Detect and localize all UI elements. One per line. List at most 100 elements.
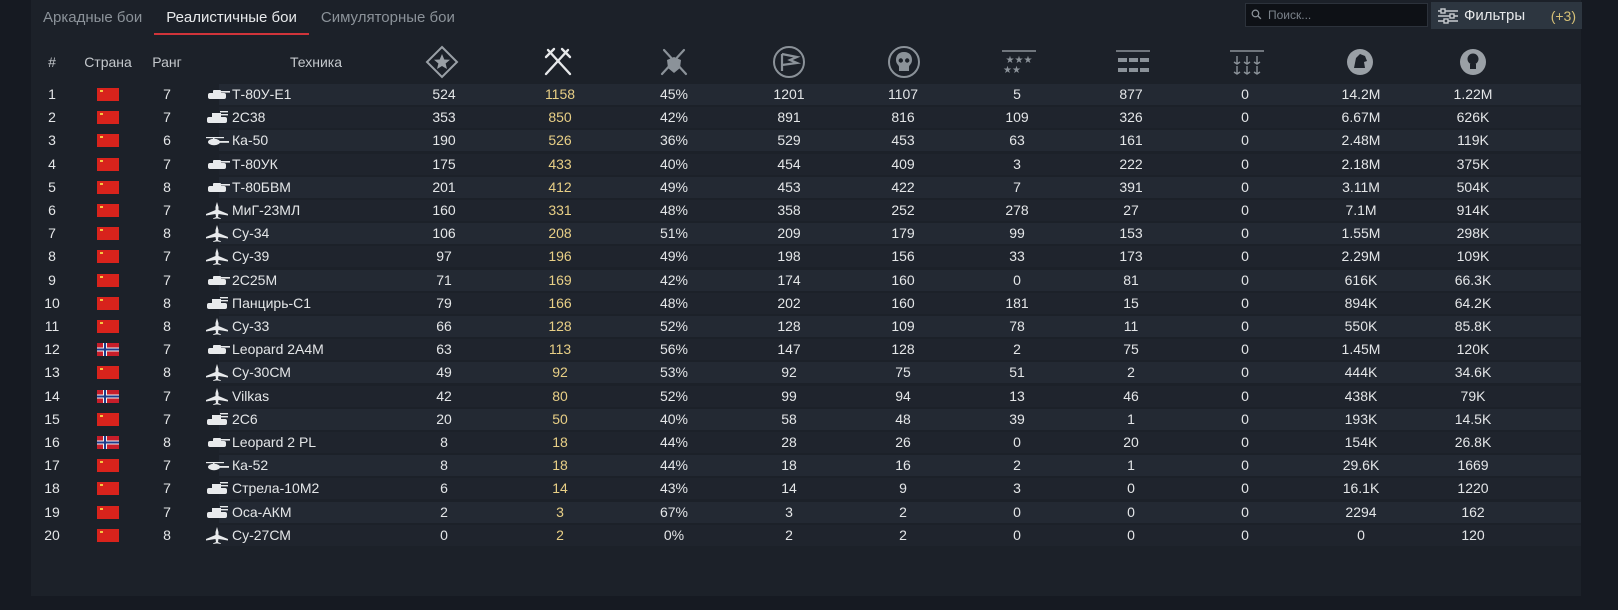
cell-v4: 147 (777, 341, 801, 357)
col-deaths-header[interactable] (886, 38, 922, 86)
tab-realistic[interactable]: Реалистичные бои (154, 4, 309, 35)
ground-kills-icon (1116, 50, 1150, 72)
filters-button[interactable]: Фильтры (+3) (1431, 2, 1582, 29)
cell-winrate: 42% (659, 272, 689, 288)
col-tiers-header[interactable] (424, 38, 460, 86)
cell-v8: 0 (1241, 527, 1249, 543)
cell-num: 20 (44, 527, 60, 543)
col-rank-header[interactable]: Ранг (152, 54, 182, 70)
vehicle-name[interactable]: Ка-52 (232, 457, 269, 473)
col-vehicle-header[interactable]: Техника (289, 54, 342, 70)
table-row[interactable]: Ка-52 17 7 8 18 44% 18 16 2 1 0 29.6K 1669 (31, 454, 1581, 477)
col-naval-kills-header[interactable] (1227, 38, 1267, 86)
col-num-header[interactable]: # (48, 54, 56, 70)
cell-winrate: 43% (659, 480, 689, 496)
cell-v6: 5 (1013, 86, 1021, 102)
col-respawns-header[interactable] (771, 38, 807, 86)
vehicle-name[interactable]: Стрела-10М2 (232, 480, 320, 496)
cell-num: 11 (44, 318, 60, 334)
cell-v9: 1.55M (1341, 225, 1381, 241)
table-row[interactable]: Су-30СМ 13 8 49 92 53% 92 75 51 2 0 444K 34.6K (31, 361, 1581, 384)
cell-rank: 7 (163, 156, 171, 172)
vehicle-name[interactable]: Т-80УК (232, 156, 278, 172)
table-row[interactable]: Т-80БВМ 5 8 201 412 49% 453 422 7 391 0 3.11M 504K (31, 176, 1581, 199)
cell-v10: 1669 (1457, 457, 1489, 473)
vehicle-name[interactable]: Ка-50 (232, 132, 269, 148)
vehicle-name[interactable]: Су-27СМ (232, 527, 291, 543)
cell-v6: 0 (1013, 504, 1021, 520)
col-research-header[interactable] (1455, 38, 1491, 86)
table-row[interactable]: Т-80У-Е1 1 7 524 1158 45% 1201 1107 5 877 0 14.2M 1.… (31, 83, 1581, 106)
table-row[interactable]: Су-33 11 8 66 128 52% 128 109 78 11 0 550K 85.8K (31, 315, 1581, 338)
cell-v5: 26 (895, 434, 911, 450)
vehicle-name[interactable]: 2С38 (232, 109, 266, 125)
cell-num: 7 (48, 225, 56, 241)
vehicle-name[interactable]: Су-34 (232, 225, 270, 241)
vehicle-name[interactable]: 2С6 (232, 411, 258, 427)
jet-icon (206, 364, 228, 381)
col-country-header[interactable]: Страна (84, 54, 132, 70)
table-row[interactable]: 2С25М 9 7 71 169 42% 174 160 0 81 0 616K 66.3K (31, 269, 1581, 292)
country-flag-icon-ussr (97, 227, 119, 240)
vehicle-name[interactable]: Оса-АКМ (232, 504, 292, 520)
vehicle-name[interactable]: Панцирь-С1 (232, 295, 312, 311)
table-row[interactable]: Стрела-10М2 18 7 6 14 43% 14 9 3 0 0 16.1K 1220 (31, 477, 1581, 500)
cell-v8: 0 (1241, 202, 1249, 218)
col-winrate-header[interactable] (656, 38, 692, 86)
table-row[interactable]: МиГ-23МЛ 6 7 160 331 48% 358 252 278 27 0 7.1M 914K (31, 199, 1581, 222)
cell-v7: 326 (1119, 109, 1143, 125)
search-input[interactable] (1264, 8, 1427, 22)
table-row[interactable]: Т-80УК 4 7 175 433 40% 454 409 3 222 0 2.18M 375K (31, 153, 1581, 176)
vehicle-name[interactable]: Leopard 2A4M (232, 341, 324, 357)
table-row[interactable]: Ка-50 3 6 190 526 36% 529 453 63 161 0 2.48M 119K (31, 129, 1581, 152)
cell-v10: 66.3K (1454, 272, 1492, 288)
country-flag-icon-ussr (97, 482, 119, 495)
table-row[interactable]: Vilkas 14 7 42 80 52% 99 94 13 46 0 438K 79K (31, 385, 1581, 408)
vehicle-name[interactable]: Т-80БВМ (232, 179, 291, 195)
country-flag-icon-ussr (97, 366, 119, 379)
col-ground-kills-header[interactable] (1113, 38, 1153, 86)
table-row[interactable]: Су-27СМ 20 8 0 2 0% 2 2 0 0 0 0 120 (31, 524, 1581, 547)
country-flag-icon-nordic (97, 343, 119, 356)
cell-v5: 1107 (887, 86, 919, 102)
table-row[interactable]: Leopard 2A4M 12 7 63 113 56% 147 128 2 75 0 1.45M 12… (31, 338, 1581, 361)
cell-battles: 92 (552, 364, 568, 380)
cell-v1: 8 (440, 434, 448, 450)
cell-v4: 2 (785, 527, 793, 543)
tab-arcade[interactable]: Аркадные бои (43, 9, 143, 26)
cell-v10: 26.8K (1454, 434, 1492, 450)
cell-v6: 51 (1009, 364, 1025, 380)
col-silver-lions-header[interactable] (1342, 38, 1378, 86)
row-background (219, 432, 1581, 453)
vehicle-name[interactable]: Vilkas (232, 388, 270, 404)
table-row[interactable]: Су-34 7 8 106 208 51% 209 179 99 153 0 1.55M 298K (31, 222, 1581, 245)
col-air-kills-header[interactable]: ★★★ ★★ (999, 38, 1039, 86)
vehicle-name[interactable]: Су-30СМ (232, 364, 291, 380)
cell-v7: 46 (1123, 388, 1139, 404)
cell-v6: 39 (1009, 411, 1025, 427)
svg-text:★★: ★★ (1003, 65, 1021, 76)
cell-winrate: 67% (659, 504, 689, 520)
country-flag-icon-ussr (97, 88, 119, 101)
vehicle-name[interactable]: Су-33 (232, 318, 270, 334)
table-row[interactable]: 2С6 15 7 20 50 40% 58 48 39 1 0 193K 14.5K (31, 408, 1581, 431)
cell-winrate: 45% (659, 86, 689, 102)
vehicle-name[interactable]: МиГ-23МЛ (232, 202, 301, 218)
cell-v6: 0 (1013, 434, 1021, 450)
cell-v8: 0 (1241, 364, 1249, 380)
table-row[interactable]: Панцирь-С1 10 8 79 166 48% 202 160 181 15 0 894K 64.… (31, 292, 1581, 315)
tab-simulator[interactable]: Симуляторные бои (320, 9, 455, 26)
cell-v8: 0 (1241, 480, 1249, 496)
vehicle-name[interactable]: 2С25М (232, 272, 278, 288)
cell-v6: 3 (1013, 156, 1021, 172)
table-row[interactable]: Су-39 8 7 97 196 49% 198 156 33 173 0 2.29M 109K (31, 245, 1581, 268)
table-row[interactable]: Оса-АКМ 19 7 2 3 67% 3 2 0 0 0 2294 162 (31, 501, 1581, 524)
vehicle-name[interactable]: Leopard 2 PL (232, 434, 317, 450)
cell-v6: 0 (1013, 527, 1021, 543)
col-battles-header[interactable] (540, 38, 576, 86)
vehicle-name[interactable]: Су-39 (232, 248, 270, 264)
vehicle-name[interactable]: Т-80У-Е1 (232, 86, 292, 102)
table-row[interactable]: 2С38 2 7 353 850 42% 891 816 109 326 0 6.67M 626K (31, 106, 1581, 129)
table-row[interactable]: Leopard 2 PL 16 8 8 18 44% 28 26 0 20 0 154K 26.8K (31, 431, 1581, 454)
tiers-icon (425, 45, 459, 79)
